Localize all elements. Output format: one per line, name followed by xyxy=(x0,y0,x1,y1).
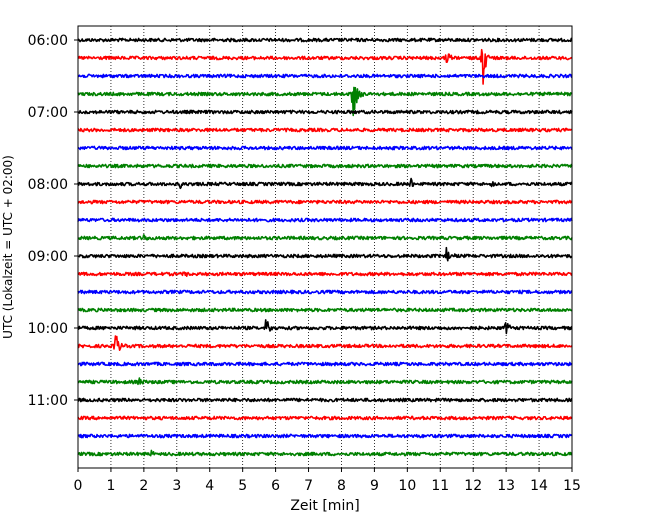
y-tick-label: 10:00 xyxy=(28,321,68,337)
trace-line xyxy=(77,335,573,352)
x-tick-label: 13 xyxy=(497,478,515,494)
x-tick-label: 12 xyxy=(464,478,482,494)
x-tick-label: 9 xyxy=(370,478,379,494)
x-tick-label: 6 xyxy=(271,478,280,494)
x-tick-label: 1 xyxy=(106,478,115,494)
trace-line xyxy=(77,109,573,115)
x-axis-ticks: 0 1 2 3 4 5 6 7 8 9 10 11 12 13 14 15 xyxy=(74,468,581,494)
y-axis-ticks: 06:00 07:00 08:00 09:00 10:00 11:00 xyxy=(28,33,78,409)
trace-line xyxy=(77,163,573,169)
trace-line xyxy=(77,145,573,151)
trace-line xyxy=(77,449,573,457)
y-tick-label: 06:00 xyxy=(28,33,68,49)
trace-line xyxy=(77,217,573,223)
seismic-traces xyxy=(77,37,573,457)
x-tick-label: 5 xyxy=(238,478,247,494)
y-tick-label: 07:00 xyxy=(28,105,68,121)
x-tick-label: 15 xyxy=(563,478,581,494)
trace-line xyxy=(77,127,573,133)
trace-line xyxy=(77,37,573,43)
trace-line xyxy=(77,48,573,85)
trace-line xyxy=(77,271,573,278)
x-tick-label: 4 xyxy=(205,478,214,494)
x-tick-label: 11 xyxy=(431,478,449,494)
trace-line xyxy=(77,199,573,205)
trace-line xyxy=(77,73,573,79)
trace-line xyxy=(77,433,573,439)
x-tick-label: 10 xyxy=(398,478,416,494)
trace-line xyxy=(77,361,573,367)
trace-line xyxy=(77,86,573,117)
x-tick-label: 7 xyxy=(304,478,313,494)
trace-line xyxy=(77,289,573,295)
trace-line xyxy=(77,177,573,190)
x-tick-label: 2 xyxy=(139,478,148,494)
plot-background xyxy=(78,26,572,468)
x-axis-label: Zeit [min] xyxy=(290,498,359,514)
trace-line xyxy=(77,307,573,313)
x-tick-label: 8 xyxy=(337,478,346,494)
x-tick-label: 14 xyxy=(530,478,548,494)
trace-line xyxy=(77,234,573,241)
trace-line xyxy=(77,319,573,335)
trace-line xyxy=(77,377,573,386)
trace-line xyxy=(77,246,573,262)
trace-line xyxy=(77,415,573,421)
y-tick-label: 08:00 xyxy=(28,177,68,193)
y-tick-label: 09:00 xyxy=(28,249,68,265)
x-tick-label: 3 xyxy=(172,478,181,494)
x-tick-label: 0 xyxy=(74,478,83,494)
y-axis-label: UTC (Lokalzeit = UTC + 02:00) xyxy=(1,155,15,339)
trace-line xyxy=(77,397,573,403)
plot-frame xyxy=(77,25,573,469)
y-tick-label: 11:00 xyxy=(28,393,68,409)
